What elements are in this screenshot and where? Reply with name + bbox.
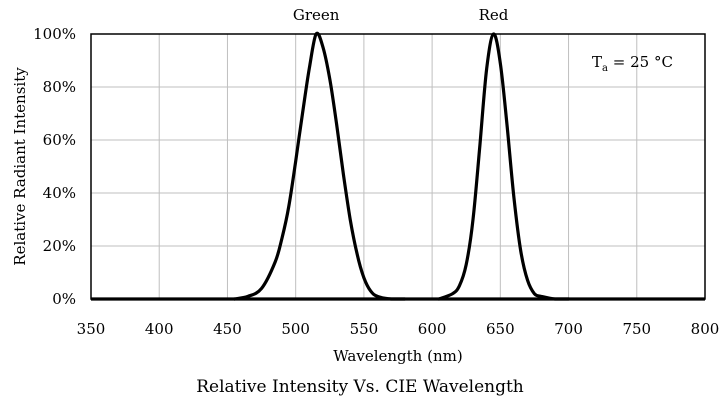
annotation-subscript: a	[602, 63, 608, 74]
x-tick-label: 750	[622, 320, 651, 338]
series-line-green	[232, 31, 407, 301]
x-tick-label: 500	[281, 320, 310, 338]
y-axis-title: Relative Radiant Intensity	[11, 67, 29, 266]
y-tick-labels: 0% 20% 40% 60% 80% 100%	[33, 25, 76, 308]
x-tick-label: 650	[486, 320, 515, 338]
y-tick-label: 20%	[43, 237, 76, 255]
x-tick-label: 450	[213, 320, 242, 338]
annotation-rest: = 25 °C	[608, 53, 673, 71]
x-tick-label: 350	[77, 320, 106, 338]
x-tick-labels: 350 400 450 500 550 600 650 700 750 800	[77, 320, 720, 338]
y-tick-label: 80%	[43, 78, 76, 96]
chart-title: Relative Intensity Vs. CIE Wavelength	[196, 377, 524, 397]
series-group	[91, 31, 705, 301]
x-tick-label: 600	[418, 320, 447, 338]
y-tick-label: 60%	[43, 131, 76, 149]
x-tick-label: 400	[145, 320, 174, 338]
y-tick-label: 100%	[33, 25, 76, 43]
plot-frame	[90, 33, 706, 300]
x-tick-label: 550	[350, 320, 379, 338]
x-tick-label: 800	[691, 320, 720, 338]
y-tick-label: 40%	[43, 184, 76, 202]
y-tick-label: 0%	[52, 290, 76, 308]
annotation-main: T	[592, 53, 602, 71]
peak-label-green: Green	[293, 6, 340, 24]
temperature-annotation: Ta = 25 °C	[592, 53, 673, 74]
peak-label-red: Red	[479, 6, 509, 24]
peak-labels: Green Red	[293, 6, 509, 24]
x-axis-title: Wavelength (nm)	[333, 347, 462, 365]
x-tick-label: 700	[554, 320, 583, 338]
grid	[91, 34, 705, 299]
series-line-red	[437, 32, 571, 301]
